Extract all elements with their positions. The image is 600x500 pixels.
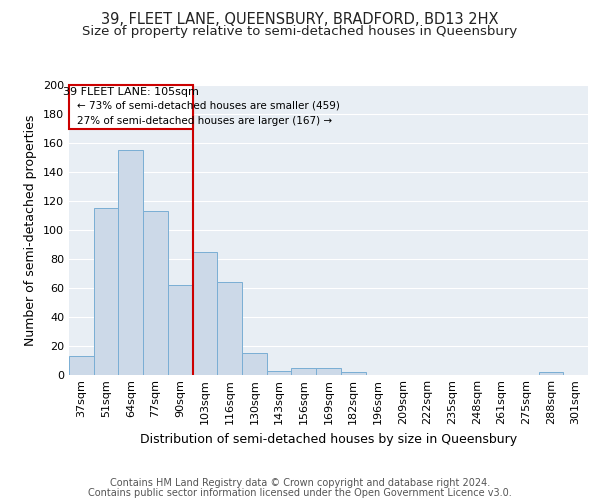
Bar <box>143 211 168 375</box>
Text: Contains HM Land Registry data © Crown copyright and database right 2024.: Contains HM Land Registry data © Crown c… <box>110 478 490 488</box>
Bar <box>69 356 94 375</box>
Bar <box>341 372 365 375</box>
Bar <box>539 372 563 375</box>
Y-axis label: Number of semi-detached properties: Number of semi-detached properties <box>25 114 37 346</box>
Text: Size of property relative to semi-detached houses in Queensbury: Size of property relative to semi-detach… <box>82 25 518 38</box>
Bar <box>242 353 267 375</box>
Bar <box>193 252 217 375</box>
Bar <box>292 368 316 375</box>
X-axis label: Distribution of semi-detached houses by size in Queensbury: Distribution of semi-detached houses by … <box>140 432 517 446</box>
Text: Contains public sector information licensed under the Open Government Licence v3: Contains public sector information licen… <box>88 488 512 498</box>
Bar <box>267 370 292 375</box>
Text: 39 FLEET LANE: 105sqm: 39 FLEET LANE: 105sqm <box>63 86 199 97</box>
Bar <box>168 285 193 375</box>
Bar <box>217 282 242 375</box>
FancyBboxPatch shape <box>69 85 193 128</box>
Bar <box>316 368 341 375</box>
Text: 27% of semi-detached houses are larger (167) →: 27% of semi-detached houses are larger (… <box>77 116 332 126</box>
Text: ← 73% of semi-detached houses are smaller (459): ← 73% of semi-detached houses are smalle… <box>77 101 340 111</box>
Bar <box>118 150 143 375</box>
Text: 39, FLEET LANE, QUEENSBURY, BRADFORD, BD13 2HX: 39, FLEET LANE, QUEENSBURY, BRADFORD, BD… <box>101 12 499 28</box>
Bar <box>94 208 118 375</box>
